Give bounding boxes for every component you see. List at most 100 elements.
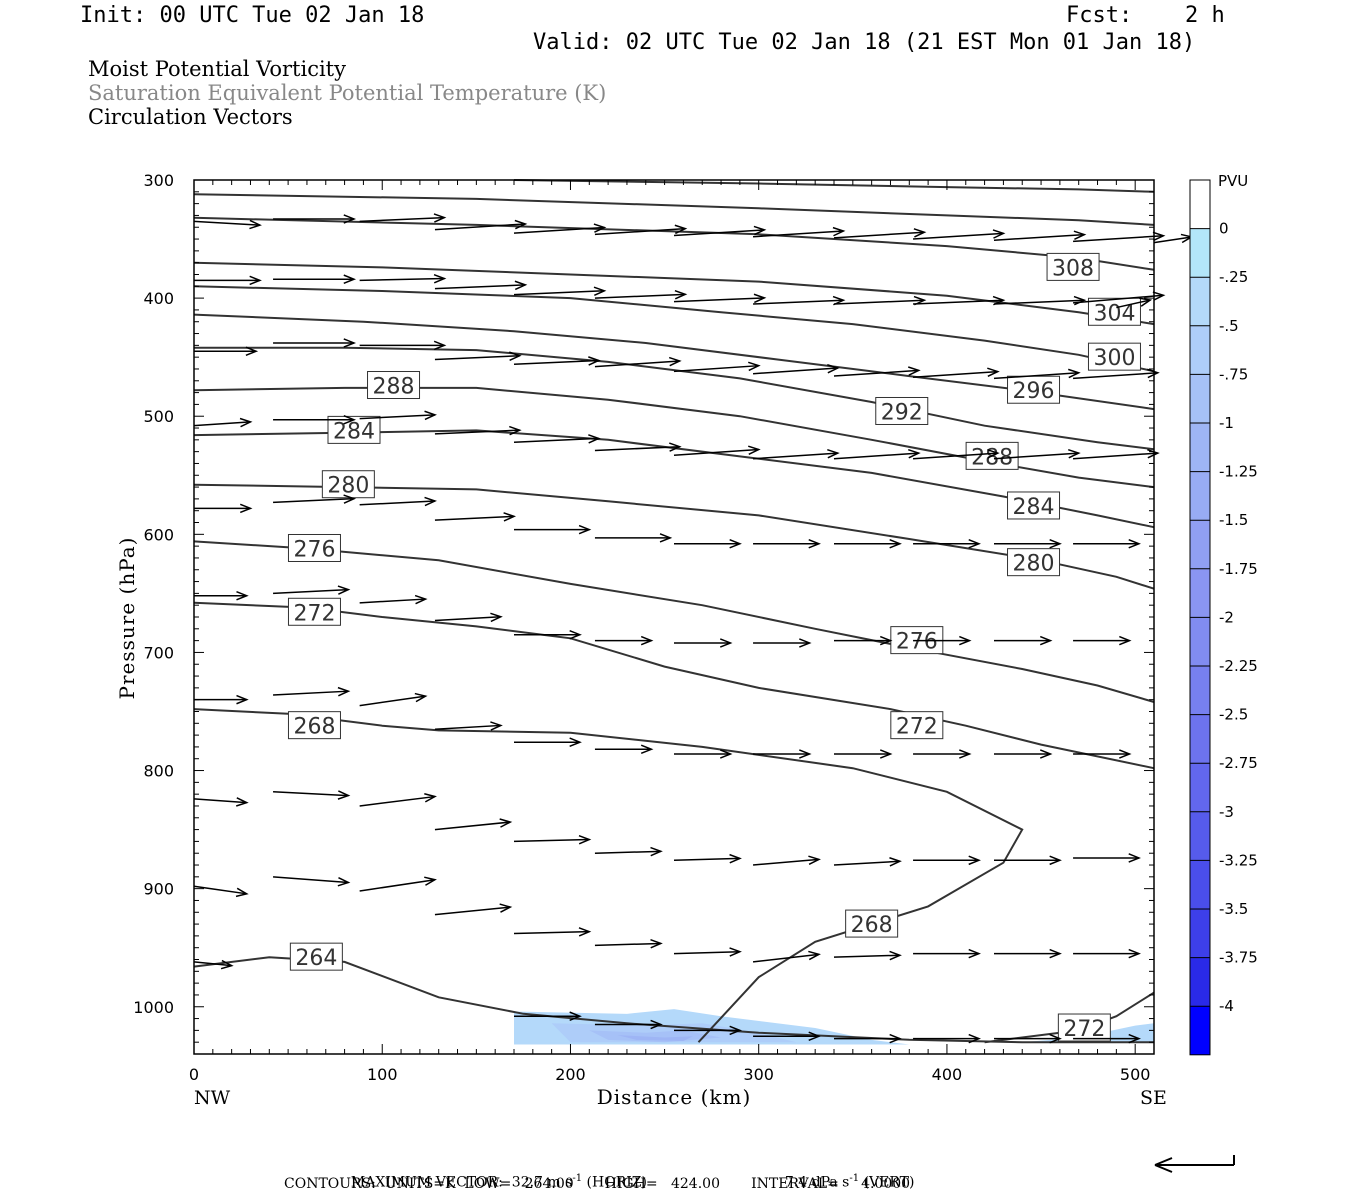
circulation-vector (1073, 853, 1141, 863)
vector-head (509, 425, 522, 436)
vector-head (650, 1019, 663, 1030)
circulation-vector (434, 612, 503, 623)
vector-head (499, 903, 513, 913)
circulation-vector (674, 638, 733, 648)
theta-e-contour-304 (193, 261, 1155, 326)
vector-head (889, 950, 902, 961)
vector-shaft (594, 227, 686, 236)
vector-head (337, 790, 351, 800)
vector-shaft (193, 798, 247, 804)
vector-head (748, 361, 761, 372)
circulation-vector (913, 855, 981, 866)
vector-shaft (193, 961, 232, 967)
circulation-vector (513, 927, 592, 937)
vector-shaft (673, 857, 740, 862)
circulation-vector (514, 524, 592, 535)
contour-label-box (1057, 1013, 1111, 1042)
circulation-vector (753, 226, 846, 238)
theta-e-contour-276 (193, 540, 1155, 703)
circulation-vector (273, 876, 351, 887)
vector-head (593, 223, 607, 233)
circulation-vector (752, 855, 821, 866)
vector-head (832, 226, 846, 237)
circulation-vector (273, 414, 357, 425)
contour-label-box (287, 711, 341, 740)
vector-shaft (753, 230, 844, 238)
vector-head (490, 612, 503, 623)
x-tick-label: 100 (367, 1065, 398, 1084)
vector-head (987, 448, 1000, 459)
init-time: Init: 00 UTC Tue 02 Jan 18 (80, 3, 425, 28)
vector-head (668, 356, 682, 367)
y-tick-label: 700 (143, 643, 174, 662)
theta-e-contour-268 (193, 708, 1024, 1043)
vector-head (1128, 538, 1141, 549)
vector-head (1152, 231, 1166, 242)
circulation-vector (833, 228, 927, 239)
vector-head (640, 635, 654, 646)
contour-label: 264 (295, 946, 337, 971)
colorbar-swatch (1190, 714, 1210, 764)
field-title-vectors: Circulation Vectors (88, 105, 293, 129)
vector-head (433, 273, 447, 284)
vector-head (808, 538, 821, 549)
vector-head (343, 338, 357, 348)
circulation-vector (993, 368, 1081, 380)
vector-shaft (673, 297, 765, 303)
vector-shaft (673, 364, 759, 373)
colorbar-swatch (1190, 180, 1210, 229)
vector-head (729, 538, 742, 549)
vector-head (236, 694, 249, 705)
circulation-vector (193, 219, 262, 230)
circulation-vector (273, 338, 357, 348)
circulation-vector (1073, 1033, 1141, 1044)
vector-head (799, 638, 812, 648)
vector-shaft (673, 950, 740, 955)
vector-head (249, 275, 262, 286)
colorbar-label: -3.25 (1219, 851, 1258, 869)
vector-shaft (594, 360, 680, 368)
vector-head (889, 1033, 902, 1044)
vector-shaft (594, 942, 661, 947)
vector-head (343, 414, 357, 425)
circulation-vector (514, 1011, 582, 1021)
circulation-vector (359, 496, 437, 507)
vector-head (808, 950, 821, 961)
vector-head (1039, 635, 1053, 646)
colorbar-swatch (1190, 471, 1210, 521)
contour-label-box (1046, 252, 1100, 281)
circulation-vector (594, 1019, 663, 1030)
vector-shaft (833, 231, 925, 239)
theta-e-contour-292 (194, 346, 1155, 451)
circulation-vector (834, 1033, 902, 1044)
field-title-mpv: Moist Potential Vorticity (88, 57, 346, 81)
circulation-vector (673, 853, 742, 864)
colorbar-label: -2.5 (1219, 706, 1248, 724)
circulation-vector (673, 947, 742, 957)
vector-head (748, 445, 761, 455)
circulation-vector (594, 442, 682, 452)
vector-shaft (673, 448, 759, 456)
circulation-vector (993, 448, 1081, 460)
vector-head (433, 340, 447, 351)
circulation-vector (994, 1033, 1062, 1044)
vector-shaft (833, 452, 919, 460)
vector-head (578, 834, 592, 845)
contour-label: 308 (1052, 256, 1094, 281)
theta-e-contour-272 (193, 601, 1155, 770)
vector-shaft (1073, 452, 1158, 460)
vector-shaft (913, 232, 1004, 240)
circulation-vector (833, 448, 921, 460)
circulation-vector (994, 855, 1062, 866)
vector-head (968, 948, 981, 959)
circulation-vector (753, 538, 821, 549)
colorbar-swatch (1190, 666, 1210, 715)
colorbar-swatch (1190, 957, 1210, 1007)
vector-head (1049, 948, 1062, 959)
vector-shaft (513, 290, 605, 296)
colorbar-swatch (1190, 568, 1210, 618)
circulation-vector (993, 295, 1087, 306)
contour-label-box (1087, 342, 1141, 371)
vector-head (1119, 749, 1132, 759)
